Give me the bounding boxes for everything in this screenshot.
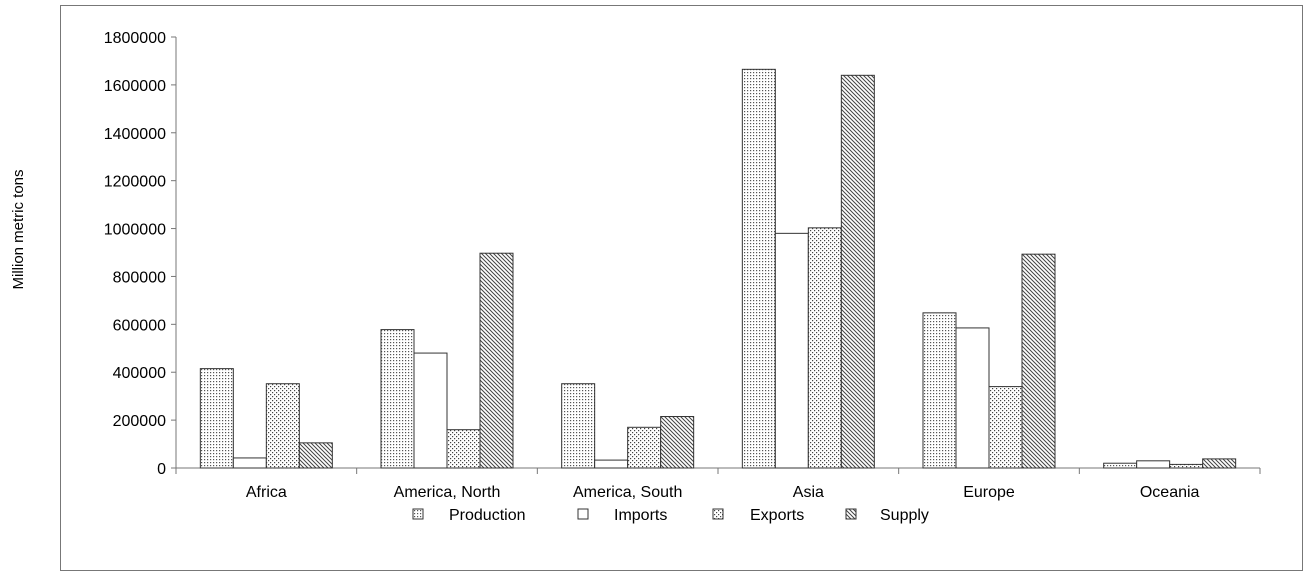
y-tick-label: 1000000 (104, 222, 166, 239)
bar-production (199, 368, 234, 469)
bar-exports (807, 227, 842, 469)
legend: Production Imports Exports Supply (412, 507, 929, 524)
bar-imports (955, 327, 990, 469)
x-axis: Africa America, North America, South Asia Eu… (175, 467, 1261, 501)
x-tick-label: Asia (793, 484, 824, 501)
bar-exports (1169, 463, 1204, 469)
bar-supply (1202, 458, 1237, 469)
bar-production (741, 68, 776, 469)
bars (199, 68, 1237, 469)
bar-production (1103, 462, 1138, 469)
legend-swatch-imports (577, 508, 589, 520)
legend-label-supply: Supply (880, 507, 929, 524)
y-tick-label: 1600000 (104, 78, 166, 95)
bar-exports (627, 426, 662, 469)
bar-supply (298, 442, 333, 469)
x-tick-label: America, South (573, 484, 682, 501)
bar-production (922, 312, 957, 469)
y-tick-label: 1800000 (104, 30, 166, 47)
x-tick-label: Africa (246, 484, 287, 501)
y-tick-label: 1200000 (104, 174, 166, 191)
legend-swatch-exports (712, 508, 724, 520)
y-tick-label: 0 (157, 461, 166, 478)
bar-imports (413, 352, 448, 469)
bar-production (380, 329, 415, 469)
x-tick-label: Oceania (1140, 484, 1200, 501)
y-axis: 0 200000 400000 600000 800000 1000000 1200000 1… (104, 30, 177, 478)
bar-imports (1136, 460, 1171, 469)
chart-frame (60, 5, 1303, 571)
legend-swatch-production (412, 508, 424, 520)
bar-supply (1021, 253, 1056, 469)
bar-imports (232, 457, 267, 469)
y-tick-label: 1400000 (104, 126, 166, 143)
bar-imports (774, 232, 809, 469)
x-tick-label: Europe (963, 484, 1015, 501)
bar-exports (988, 386, 1023, 469)
bar-imports (594, 459, 629, 469)
legend-label-exports: Exports (750, 507, 804, 524)
y-tick-label: 200000 (113, 413, 166, 430)
x-tick-label: America, North (394, 484, 501, 501)
legend-swatch-supply (845, 508, 857, 520)
bar-exports (446, 429, 481, 469)
bar-supply (479, 252, 514, 469)
y-tick-label: 400000 (113, 365, 166, 382)
bar-supply (840, 74, 875, 469)
y-tick-label: 800000 (113, 269, 166, 286)
legend-label-imports: Imports (614, 507, 667, 524)
y-tick-label: 600000 (113, 317, 166, 334)
bar-exports (265, 383, 300, 469)
bar-supply (660, 416, 695, 469)
bar-production (561, 383, 596, 469)
legend-label-production: Production (449, 507, 526, 524)
